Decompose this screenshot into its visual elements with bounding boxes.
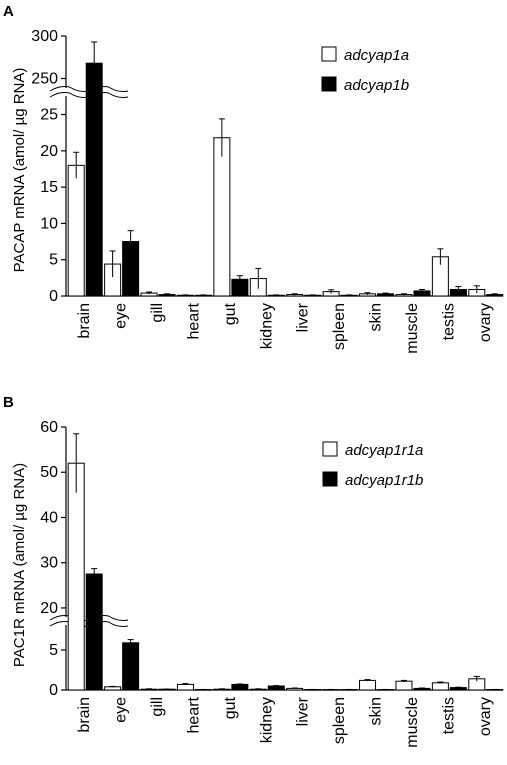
- panel-a-category-label-eye: eye: [113, 303, 130, 329]
- panel-b-y-axis-label: PAC1R mRNA (amol/ µg RNA): [11, 463, 28, 667]
- panel-b-bar-adcyap1r1a-brain: [67, 462, 85, 691]
- panel-b-category-label-gill: gill: [149, 697, 166, 717]
- legend-swatch-adcyap1a: [321, 46, 337, 62]
- panel-a-category-label-ovary: ovary: [477, 303, 494, 342]
- panel-b-category-label-eye: eye: [113, 697, 130, 723]
- panel-b-y-tick-label: 20: [40, 600, 58, 617]
- panel-b-bar-adcyap1r1a-heart: [176, 683, 194, 691]
- legend-label-adcyap1r1b: adcyap1r1b: [345, 472, 423, 489]
- panel-b-y-tick-label: 30: [40, 555, 58, 572]
- panel-a-y-tick-label: 300: [31, 28, 58, 45]
- panel-b: B PAC1R mRNA (amol/ µg RNA) adcyap1r1a a…: [3, 394, 504, 748]
- legend-label-adcyap1a: adcyap1a: [344, 47, 409, 64]
- panel-b-y-tick-label: 50: [40, 464, 58, 481]
- panel-b-category-label-ovary: ovary: [477, 697, 494, 736]
- panel-b-bar-adcyap1r1b-gut: [231, 683, 249, 691]
- panel-a-legend: adcyap1a adcyap1b: [321, 46, 409, 94]
- panel-b-bar-adcyap1r1a-muscle: [395, 680, 413, 691]
- panel-a-y-tick-label: 5: [49, 252, 58, 269]
- legend-label-adcyap1r1a: adcyap1r1a: [345, 442, 423, 459]
- panel-a-category-label-kidney: kidney: [258, 303, 275, 349]
- panel-a-category-label-testis: testis: [440, 303, 457, 340]
- panel-b-y-tick-label: 40: [40, 509, 58, 526]
- panel-a-category-label-liver: liver: [295, 302, 312, 332]
- panel-b-bar-adcyap1r1a-skin: [359, 679, 377, 691]
- panel-a-bar-adcyap1a-brain: [67, 164, 85, 297]
- panel-b-legend: adcyap1r1a adcyap1r1b: [322, 441, 423, 489]
- panel-a-y-tick-label: 20: [40, 143, 58, 160]
- panel-b-category-label-kidney: kidney: [258, 697, 275, 743]
- panel-b-category-label-muscle: muscle: [404, 697, 421, 748]
- panel-b-letter: B: [3, 394, 14, 411]
- panel-b-bar-adcyap1r1a-eye: [104, 686, 122, 691]
- panel-a-bar-adcyap1b-brain: [85, 62, 103, 297]
- panel-a-category-label-gut: gut: [222, 302, 239, 325]
- legend-label-adcyap1b: adcyap1b: [344, 77, 409, 94]
- panel-b-bar-adcyap1r1a-testis: [431, 682, 449, 691]
- panel-b-category-label-testis: testis: [440, 697, 457, 734]
- panel-a-letter: A: [3, 3, 14, 20]
- panel-b-y-tick-label: 5: [49, 642, 58, 659]
- panel-a-y-tick-label: 15: [40, 179, 58, 196]
- panel-a-bar-adcyap1a-gut: [213, 137, 231, 297]
- panel-a-y-tick-label: 0: [49, 288, 58, 305]
- panel-a: A PACAP mRNA (amol/ µg RNA) adcyap1a adc…: [3, 3, 504, 354]
- panel-b-bar-adcyap1r1b-eye: [122, 642, 140, 691]
- panel-b-y-tick-label: 60: [40, 419, 58, 436]
- panel-a-category-label-skin: skin: [368, 303, 385, 331]
- panel-a-category-label-spleen: spleen: [331, 303, 348, 350]
- panel-b-category-label-gut: gut: [222, 696, 239, 719]
- panel-b-category-label-liver: liver: [295, 696, 312, 726]
- panel-b-y-tick-label: 0: [49, 682, 58, 699]
- panel-a-category-label-brain: brain: [76, 303, 93, 339]
- panel-a-category-label-muscle: muscle: [404, 303, 421, 354]
- panel-b-bar-adcyap1r1b-brain: [85, 573, 103, 691]
- panel-a-y-tick-label: 250: [31, 71, 58, 88]
- panel-a-y-tick-label: 10: [40, 215, 58, 232]
- panel-a-y-axis-label: PACAP mRNA (amol/ µg RNA): [11, 68, 28, 273]
- panel-a-category-label-gill: gill: [149, 303, 166, 323]
- legend-swatch-adcyap1r1b: [322, 471, 338, 487]
- panel-a-category-label-heart: heart: [185, 302, 202, 339]
- legend-swatch-adcyap1r1a: [322, 441, 338, 457]
- panel-b-category-label-skin: skin: [368, 697, 385, 725]
- panel-b-category-label-spleen: spleen: [331, 697, 348, 744]
- panel-b-category-label-heart: heart: [185, 696, 202, 733]
- panel-b-bar-adcyap1r1b-kidney: [267, 685, 285, 691]
- panel-a-y-tick-label: 25: [40, 107, 58, 124]
- legend-swatch-adcyap1b: [321, 76, 337, 92]
- panel-b-category-label-brain: brain: [76, 697, 93, 733]
